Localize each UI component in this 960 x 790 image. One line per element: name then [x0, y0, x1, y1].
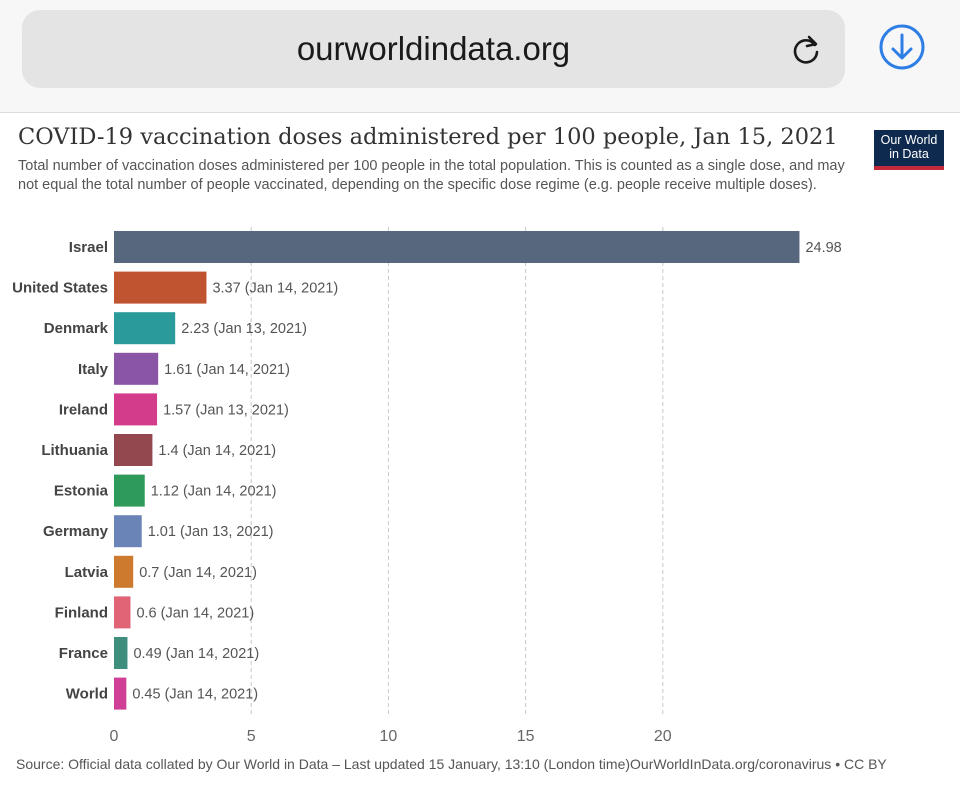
- bar: [114, 596, 131, 629]
- x-tick-label: 20: [654, 728, 672, 745]
- bar: [114, 677, 127, 710]
- category-label: Germany: [43, 523, 109, 540]
- source-note: Source: Official data collated by Our Wo…: [16, 756, 887, 772]
- category-label: World: [66, 686, 108, 703]
- value-label: 1.57 (Jan 13, 2021): [163, 402, 289, 418]
- category-label: Italy: [78, 361, 109, 378]
- bar: [114, 231, 800, 263]
- category-label: United States: [12, 280, 108, 297]
- category-label: Ireland: [59, 401, 108, 418]
- category-label: Estonia: [54, 483, 109, 500]
- category-label: Israel: [69, 239, 108, 256]
- value-label: 0.6 (Jan 14, 2021): [136, 605, 254, 621]
- bar: [114, 271, 207, 304]
- chart-title: COVID-19 vaccination doses administered …: [18, 124, 838, 150]
- category-label: France: [59, 645, 108, 662]
- bar: [114, 312, 176, 345]
- value-label: 3.37 (Jan 14, 2021): [212, 281, 338, 297]
- url-text: ourworldindata.org: [296, 30, 571, 67]
- value-label: 1.12 (Jan 14, 2021): [151, 484, 277, 500]
- logo-line2: in Data: [889, 147, 929, 161]
- logo-line1: Our World: [880, 133, 938, 147]
- address-bar[interactable]: ourworldindata.org: [22, 10, 845, 88]
- value-label: 0.45 (Jan 14, 2021): [132, 687, 258, 703]
- bar: [114, 515, 142, 548]
- value-label: 0.7 (Jan 14, 2021): [139, 565, 257, 581]
- category-label: Denmark: [44, 320, 109, 337]
- x-tick-label: 0: [110, 728, 119, 745]
- chart-subtitle: Total number of vaccination doses admini…: [18, 158, 845, 193]
- reload-icon[interactable]: [789, 32, 823, 66]
- x-tick-label: 10: [380, 728, 398, 745]
- bar-chart: 0 5 10 15 20 Israel 24.98 United States 3.37 (Ja…: [12, 227, 842, 745]
- category-label: Finland: [55, 604, 108, 621]
- browser-toolbar: ourworldindata.org: [0, 0, 960, 113]
- bar: [114, 393, 158, 426]
- value-label: 1.61 (Jan 14, 2021): [164, 362, 290, 378]
- value-label: 1.4 (Jan 14, 2021): [158, 443, 276, 459]
- bar: [114, 474, 145, 507]
- owid-logo[interactable]: Our World in Data: [874, 130, 944, 170]
- download-icon[interactable]: [878, 23, 926, 71]
- bar: [114, 434, 153, 466]
- value-label: 1.01 (Jan 13, 2021): [148, 524, 274, 540]
- value-label: 0.49 (Jan 14, 2021): [133, 646, 259, 662]
- value-label: 2.23 (Jan 13, 2021): [181, 321, 307, 337]
- source-link[interactable]: OurWorldInData.org/coronavirus • CC BY: [630, 756, 887, 772]
- bar: [114, 637, 128, 669]
- bar: [114, 352, 159, 385]
- x-tick-label: 15: [517, 728, 535, 745]
- source-text: Source: Official data collated by Our Wo…: [16, 756, 631, 772]
- x-tick-label: 5: [247, 728, 256, 745]
- category-label: Latvia: [65, 564, 109, 581]
- category-label: Lithuania: [41, 442, 108, 459]
- bar: [114, 555, 134, 588]
- value-label: 24.98: [805, 240, 841, 256]
